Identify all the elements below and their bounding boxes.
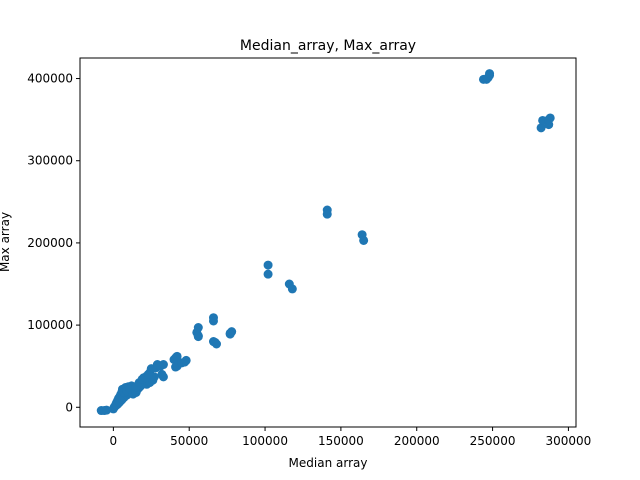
y-axis-label: Max array — [0, 212, 12, 272]
scatter-point — [263, 260, 273, 270]
y-tick-label: 400000 — [27, 72, 73, 86]
scatter-point — [181, 355, 191, 365]
x-tick-label: 250000 — [470, 434, 516, 448]
scatter-point — [359, 235, 369, 245]
y-tick-label: 300000 — [27, 154, 73, 168]
x-tick-label: 300000 — [546, 434, 592, 448]
x-tick-label: 0 — [110, 434, 118, 448]
scatter-point — [193, 323, 203, 333]
x-axis-label: Median array — [289, 456, 368, 470]
scatter-point — [143, 369, 153, 379]
scatter-point — [485, 69, 495, 79]
scatter-point — [287, 284, 297, 294]
scatter-point — [225, 329, 235, 339]
y-tick-label: 100000 — [27, 318, 73, 332]
points-layer — [96, 69, 555, 416]
scatter-point — [322, 209, 332, 219]
chart-title: Median_array, Max_array — [240, 38, 416, 54]
x-axis-ticks: 0 50000 100000 150000 200000 250000 300000 — [110, 427, 592, 448]
x-tick-label: 150000 — [318, 434, 364, 448]
scatter-point — [193, 332, 203, 342]
scatter-point — [263, 269, 273, 279]
y-tick-label: 0 — [65, 400, 73, 414]
x-tick-label: 100000 — [242, 434, 288, 448]
x-tick-label: 200000 — [394, 434, 440, 448]
scatter-point — [536, 123, 546, 133]
y-axis-ticks: 0 100000 200000 300000 400000 — [27, 72, 80, 414]
scatter-point — [172, 351, 182, 361]
scatter-point — [212, 339, 222, 349]
scatter-point — [158, 360, 168, 370]
scatter-point — [208, 313, 218, 323]
scatter-point — [544, 115, 554, 125]
y-tick-label: 200000 — [27, 236, 73, 250]
x-tick-label: 50000 — [170, 434, 208, 448]
scatter-point — [102, 405, 112, 415]
scatter-point — [158, 372, 168, 382]
